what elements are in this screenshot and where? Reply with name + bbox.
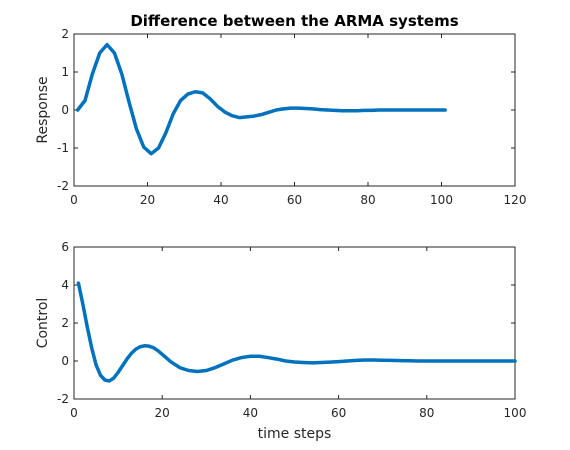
response-y-tick-label: -1	[57, 141, 69, 155]
response-y-tick-label: 0	[61, 103, 69, 117]
response-y-axis-label: Response	[35, 76, 51, 143]
control-x-axis-label: time steps	[258, 426, 332, 442]
control-plot-area	[73, 246, 516, 400]
control-y-tick-label: 2	[61, 316, 69, 330]
response-y-tick-label: -2	[57, 179, 69, 193]
response-y-tick-label: 2	[61, 27, 69, 41]
control-y-tick-label: 6	[61, 240, 69, 254]
control-y-axis-label: Control	[35, 298, 51, 349]
control-y-tick-label: 0	[61, 354, 69, 368]
control-x-tick-label: 0	[70, 406, 78, 420]
control-x-tick-label: 100	[504, 406, 527, 420]
response-x-tick-label: 20	[140, 193, 155, 207]
response-series	[75, 42, 447, 156]
response-x-tick-label: 60	[287, 193, 302, 207]
control-y-tick-label: 4	[61, 278, 69, 292]
response-x-tick-label: 0	[70, 193, 78, 207]
control-series-line	[76, 281, 517, 383]
response-x-tick-label: 120	[504, 193, 527, 207]
response-x-tick-label: 100	[430, 193, 453, 207]
response-axes: 0 20 40 60 80 100 120 -2 -1 0 1 2 Difference betwee…	[35, 12, 526, 207]
response-x-tick-label: 40	[213, 193, 228, 207]
response-x-tick-label: 80	[360, 193, 375, 207]
response-y-tick-label: 1	[61, 65, 69, 79]
response-tick-labels: 0 20 40 60 80 100 120 -2 -1 0 1 2	[57, 27, 526, 207]
chart-title: Difference between the ARMA systems	[130, 12, 458, 30]
response-series-line	[75, 42, 447, 156]
control-series	[76, 281, 517, 383]
control-x-tick-label: 80	[419, 406, 434, 420]
control-x-tick-label: 20	[155, 406, 170, 420]
control-y-tick-label: -2	[57, 392, 69, 406]
control-x-tick-label: 40	[243, 406, 258, 420]
control-x-tick-label: 60	[331, 406, 346, 420]
response-plot-area	[73, 33, 516, 187]
